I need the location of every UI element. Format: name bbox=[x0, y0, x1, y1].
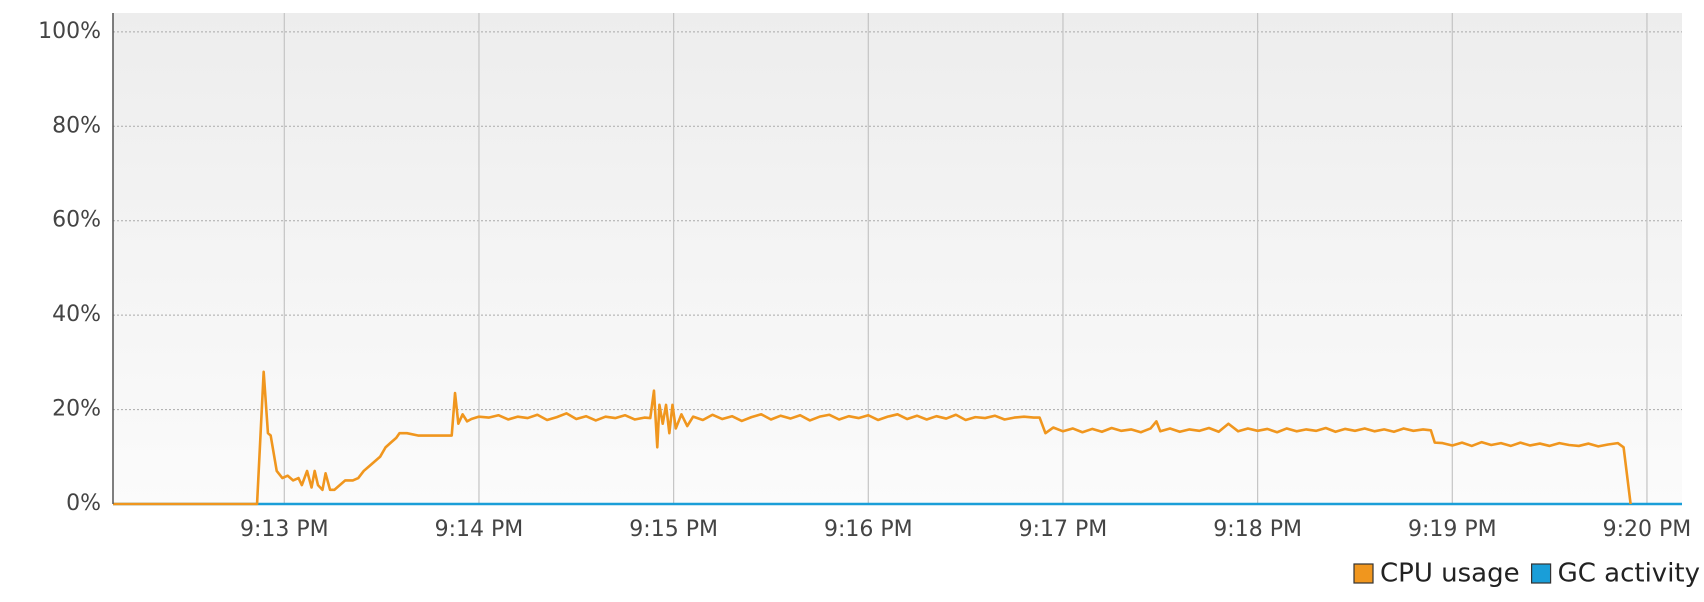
x-tick-label: 9:14 PM bbox=[435, 517, 524, 542]
series-line bbox=[113, 370, 1632, 506]
y-tick-label: 20% bbox=[52, 397, 101, 422]
y-tick-label: 60% bbox=[52, 208, 101, 233]
x-tick-label: 9:15 PM bbox=[629, 517, 718, 542]
legend-swatch bbox=[1530, 563, 1552, 584]
legend-label: CPU usage bbox=[1380, 559, 1520, 589]
y-tick-label: 100% bbox=[38, 19, 101, 44]
x-tick-label: 9:18 PM bbox=[1213, 517, 1302, 542]
x-tick-label: 9:17 PM bbox=[1019, 517, 1108, 542]
legend-label: GC activity bbox=[1558, 559, 1700, 589]
x-tick-label: 9:20 PM bbox=[1603, 517, 1692, 542]
y-tick-label: 0% bbox=[66, 491, 101, 516]
legend-swatch bbox=[1353, 563, 1374, 584]
plot-area bbox=[113, 13, 1682, 504]
x-tick-label: 9:13 PM bbox=[240, 517, 329, 542]
x-tick-label: 9:16 PM bbox=[824, 517, 913, 542]
y-tick-label: 80% bbox=[52, 113, 101, 138]
y-tick-label: 40% bbox=[52, 302, 101, 327]
x-tick-label: 9:19 PM bbox=[1408, 517, 1497, 542]
